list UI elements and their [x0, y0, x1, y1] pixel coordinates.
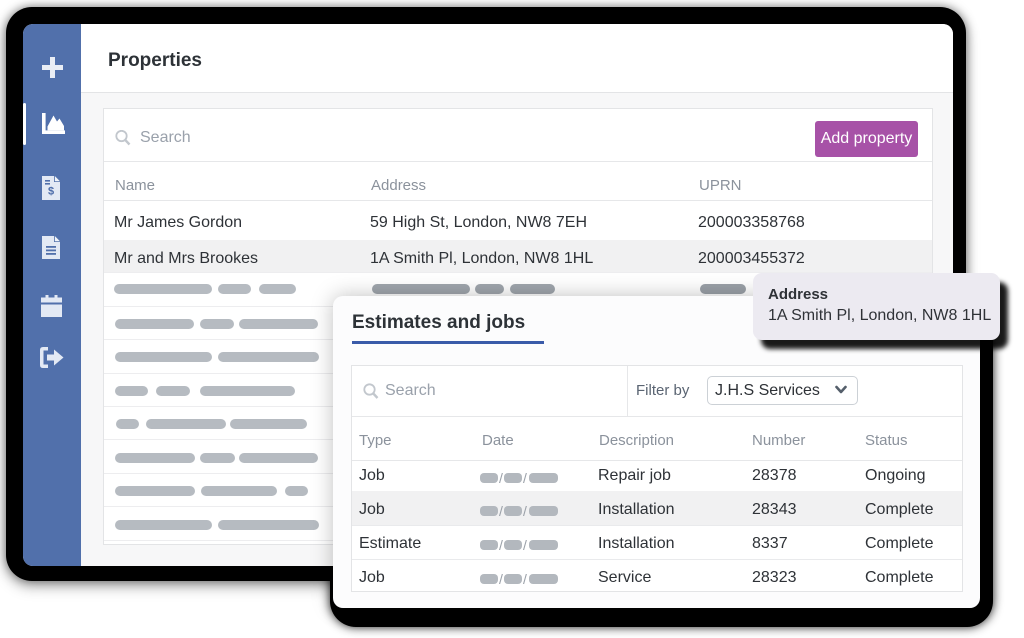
svg-text:$: $ [48, 186, 54, 198]
